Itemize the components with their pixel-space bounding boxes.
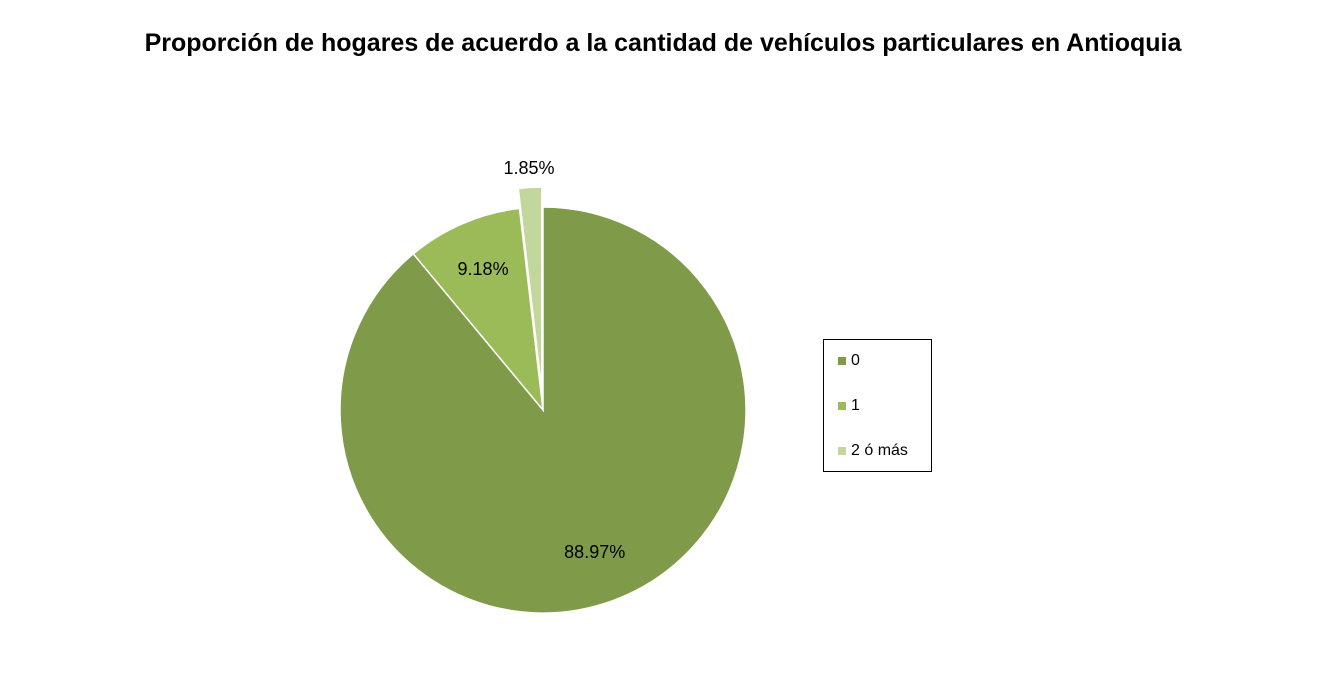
data-label: 88.97% [564,542,625,562]
pie-slice [517,186,543,391]
legend-swatch [838,402,846,410]
data-label: 9.18% [458,259,509,279]
chart-title: Proporción de hogares de acuerdo a la ca… [144,29,1182,57]
legend-label: 2 ó más [851,442,908,459]
legend-swatch [838,447,846,455]
pie-slice [412,207,545,413]
legend-label: 0 [851,352,860,369]
data-label: 1.85% [503,158,554,178]
legend-swatch [838,357,846,365]
legend-label: 1 [851,397,860,414]
